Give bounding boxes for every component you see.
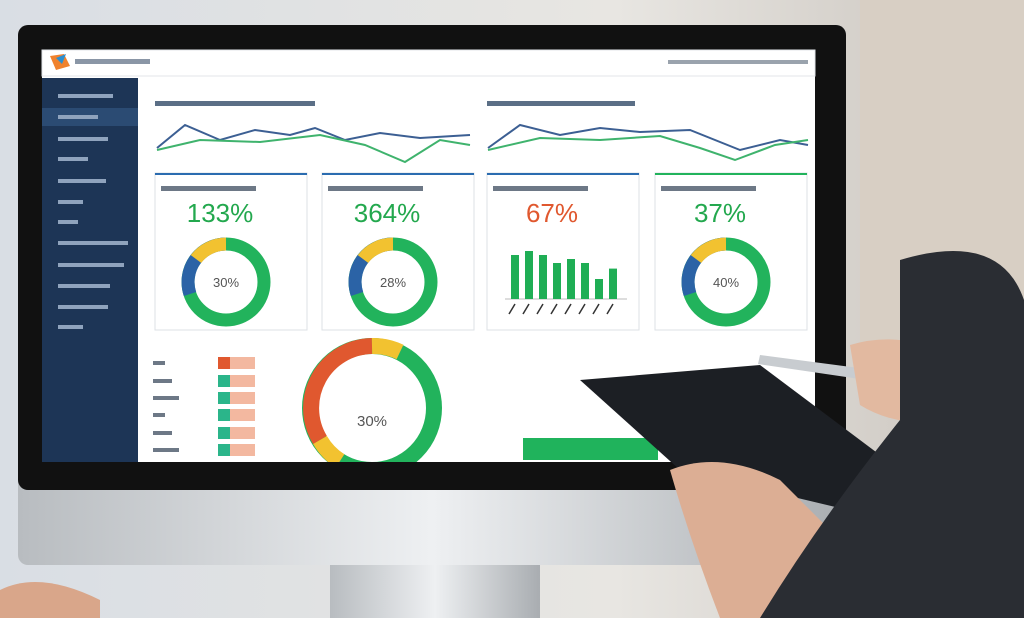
kpi-value: 37% (694, 198, 746, 228)
donut-segment (190, 237, 227, 264)
card (486, 172, 640, 331)
bar-label (606, 303, 614, 315)
progress-bar (523, 438, 658, 460)
bar-label (522, 303, 530, 315)
kpi-value: 133% (187, 198, 254, 228)
bar (511, 255, 519, 299)
sidebar-items (58, 94, 128, 329)
donut-segment (690, 237, 727, 264)
donut-label: 28% (380, 275, 406, 290)
chart-heading (487, 101, 635, 106)
logo (56, 54, 66, 64)
bar-label (508, 303, 516, 315)
list-bar-accent (218, 375, 230, 387)
list-bar-accent (218, 392, 230, 404)
big-donut-segment (371, 338, 404, 360)
list-bar-accent (218, 427, 230, 439)
list-label (153, 396, 179, 400)
card-accent (487, 173, 639, 175)
bar-label (578, 303, 586, 315)
card-heading (661, 186, 756, 191)
donut-segment (357, 237, 394, 264)
card-accent (155, 173, 307, 175)
kpi-value: 364% (354, 198, 421, 228)
card (321, 172, 475, 331)
card-heading (328, 186, 423, 191)
list-bar-accent (218, 357, 230, 369)
trend-line (156, 123, 471, 149)
card-accent (655, 173, 807, 175)
bar (525, 251, 533, 299)
kpi-value: 67% (526, 198, 578, 228)
bar-label (550, 303, 558, 315)
card-heading (493, 186, 588, 191)
kpi-cards: 133% 30% 364% 28% 67% 37% 40% (154, 172, 808, 331)
category-list (153, 357, 255, 456)
card (154, 172, 308, 331)
bar-label (536, 303, 544, 315)
sleeve (760, 251, 1024, 618)
card-accent (322, 173, 474, 175)
trend-line (156, 133, 471, 164)
list-label (153, 413, 165, 417)
list-label (153, 361, 165, 365)
big-donut-segment (303, 338, 373, 445)
list-bar-accent (218, 409, 230, 421)
hand (0, 582, 100, 618)
bar-label (564, 303, 572, 315)
tablet (580, 365, 900, 520)
bar (567, 259, 575, 299)
header-menu (668, 60, 808, 64)
sidebar (42, 78, 138, 462)
list-bar-accent (218, 444, 230, 456)
list-label (153, 379, 172, 383)
donut-label: 30% (213, 275, 239, 290)
trend-line (487, 123, 809, 152)
donut-label: 40% (713, 275, 739, 290)
app-name (75, 59, 150, 64)
big-donut-label: 30% (357, 413, 387, 430)
card (654, 172, 808, 331)
bar (539, 255, 547, 299)
card-heading (161, 186, 256, 191)
list-label (153, 431, 172, 435)
bar-label (592, 303, 600, 315)
bar (553, 263, 561, 299)
big-donut-segment (313, 435, 345, 468)
bar (595, 279, 603, 299)
bar (581, 263, 589, 299)
list-label (153, 448, 179, 452)
bar (609, 268, 617, 299)
trend-line (487, 134, 809, 162)
chart-heading (155, 101, 315, 106)
